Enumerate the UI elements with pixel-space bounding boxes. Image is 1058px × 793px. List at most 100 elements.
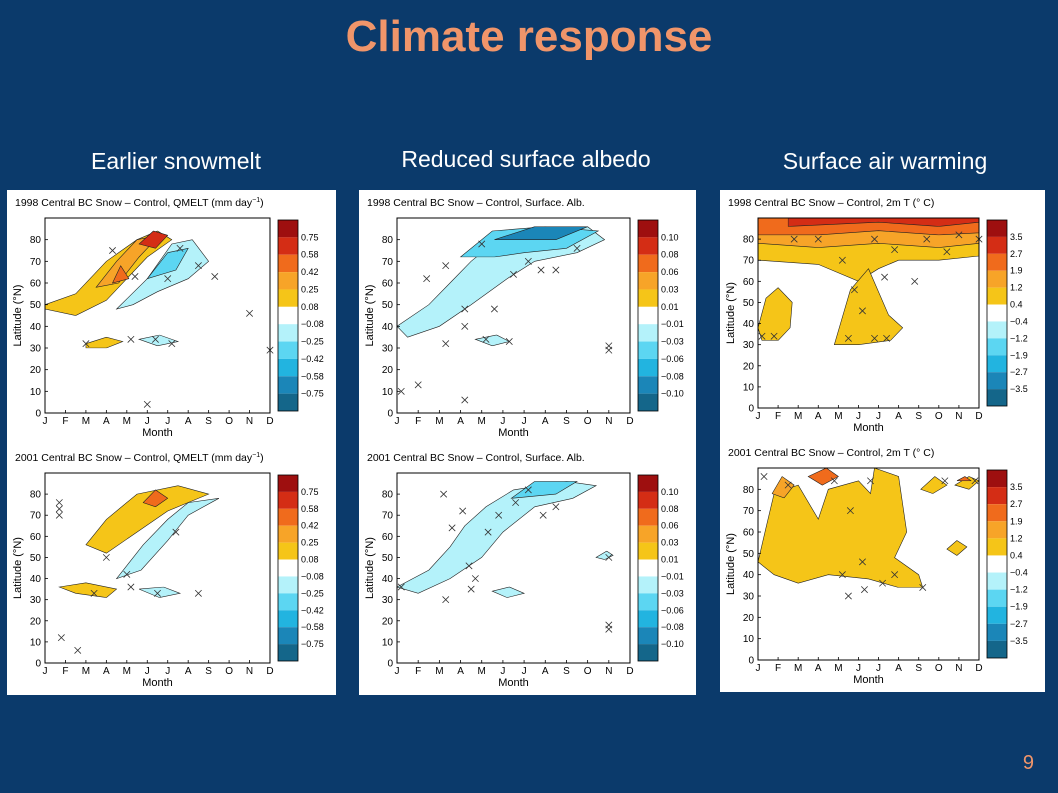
x-tick-label: D	[626, 416, 633, 427]
colorbar-label: 0.4	[1010, 550, 1023, 560]
significance-marker	[858, 307, 866, 315]
y-tick-label: 40	[743, 319, 755, 330]
colorbar-swatch	[638, 376, 658, 394]
significance-marker	[830, 477, 838, 485]
colorbar-swatch	[278, 542, 298, 560]
colorbar-label: −0.4	[1010, 316, 1028, 326]
colorbar-swatch	[987, 304, 1007, 322]
colorbar-swatch	[638, 508, 658, 526]
colorbar-label: −0.08	[661, 622, 684, 632]
y-tick-label: 0	[35, 409, 41, 420]
x-tick-label: S	[563, 666, 570, 677]
y-tick-label: 70	[743, 256, 755, 267]
x-tick-label: M	[435, 666, 443, 677]
x-tick-label: A	[815, 663, 822, 674]
x-tick-label: F	[775, 411, 781, 422]
colorbar-label: 0.08	[301, 302, 319, 312]
x-tick-label: A	[895, 663, 902, 674]
contour-region	[86, 486, 209, 554]
colorbar-label: 0.06	[661, 521, 679, 531]
x-tick-label: S	[915, 663, 922, 674]
x-tick-label: M	[794, 663, 802, 674]
x-tick-label: J	[165, 416, 170, 427]
colorbar-label: 1.2	[1010, 533, 1023, 543]
significance-marker	[923, 235, 931, 243]
x-tick-label: J	[500, 416, 505, 427]
significance-marker	[814, 235, 822, 243]
x-axis-label: Month	[498, 427, 529, 439]
significance-marker	[552, 266, 560, 274]
significance-marker	[573, 244, 581, 252]
significance-marker	[510, 270, 517, 278]
x-axis-label: Month	[142, 677, 173, 689]
panel-temp-1998: 1998 Central BC Snow – Control, 2m T (° …	[720, 190, 1045, 440]
colorbar-swatch	[278, 610, 298, 628]
x-tick-label: M	[834, 411, 842, 422]
panel-qmelt-1998: 1998 Central BC Snow – Control, QMELT (m…	[7, 190, 336, 445]
contour-region	[147, 248, 188, 278]
contour-region	[492, 587, 524, 598]
panel-albedo-2001: 2001 Central BC Snow – Control, Surface.…	[359, 445, 696, 695]
y-axis-label: Latitude (°N)	[725, 282, 737, 344]
colorbar-label: −0.75	[301, 639, 324, 649]
x-tick-label: A	[103, 666, 110, 677]
significance-marker	[397, 387, 405, 395]
colorbar-label: −0.06	[661, 354, 684, 364]
colorbar-swatch	[987, 470, 1007, 488]
significance-marker	[552, 503, 560, 511]
colorbar-swatch	[278, 341, 298, 359]
x-tick-label: A	[542, 416, 549, 427]
colorbar-label: 3.5	[1010, 482, 1023, 492]
significance-marker	[127, 335, 135, 343]
colorbar-swatch	[987, 487, 1007, 505]
y-tick-label: 60	[382, 532, 394, 543]
significance-marker	[539, 511, 547, 519]
colorbar-label: 0.01	[661, 302, 679, 312]
y-tick-label: 80	[743, 235, 755, 246]
significance-marker	[537, 266, 545, 274]
x-tick-label: D	[266, 416, 273, 427]
x-tick-label: J	[522, 666, 527, 677]
x-tick-label: M	[435, 416, 443, 427]
y-tick-label: 20	[743, 361, 755, 372]
colorbar-label: −0.10	[661, 389, 684, 399]
significance-marker	[760, 473, 768, 481]
colorbar-label: −0.06	[661, 605, 684, 615]
significance-marker	[971, 477, 979, 485]
chart-title: 1998 Central BC Snow – Control, QMELT (m…	[15, 197, 264, 209]
significance-marker	[605, 621, 613, 629]
colorbar-label: 0.10	[661, 487, 679, 497]
x-tick-label: A	[185, 666, 192, 677]
y-tick-label: 50	[382, 553, 394, 564]
y-tick-label: 70	[30, 511, 42, 522]
significance-marker	[883, 334, 891, 342]
colorbar-label: 1.9	[1010, 266, 1023, 276]
contour-region	[139, 231, 168, 248]
colorbar-swatch	[987, 236, 1007, 254]
x-tick-label: S	[915, 411, 922, 422]
colorbar-label: −0.25	[301, 588, 324, 598]
colorbar-label: −0.4	[1010, 568, 1028, 578]
colorbar-label: −1.9	[1010, 602, 1028, 612]
y-tick-label: 40	[382, 322, 394, 333]
x-tick-label: N	[605, 666, 612, 677]
x-tick-label: S	[205, 416, 212, 427]
colorbar-swatch	[987, 555, 1007, 573]
contour-region	[59, 583, 116, 598]
plot-area	[45, 218, 270, 413]
colorbar-frame	[637, 219, 659, 412]
x-axis-label: Month	[853, 674, 884, 686]
contour-region	[758, 288, 792, 341]
significance-marker	[74, 646, 82, 654]
x-tick-label: J	[756, 663, 761, 674]
significance-marker	[490, 305, 498, 313]
y-tick-label: 50	[30, 300, 42, 311]
colorbar-swatch	[278, 491, 298, 509]
significance-marker	[442, 262, 450, 270]
colorbar-label: −1.9	[1010, 350, 1028, 360]
significance-marker	[891, 246, 899, 254]
colorbar-label: −2.7	[1010, 367, 1028, 377]
contour-region	[117, 498, 219, 578]
colorbar-swatch	[638, 306, 658, 325]
colorbar-swatch	[638, 559, 658, 577]
